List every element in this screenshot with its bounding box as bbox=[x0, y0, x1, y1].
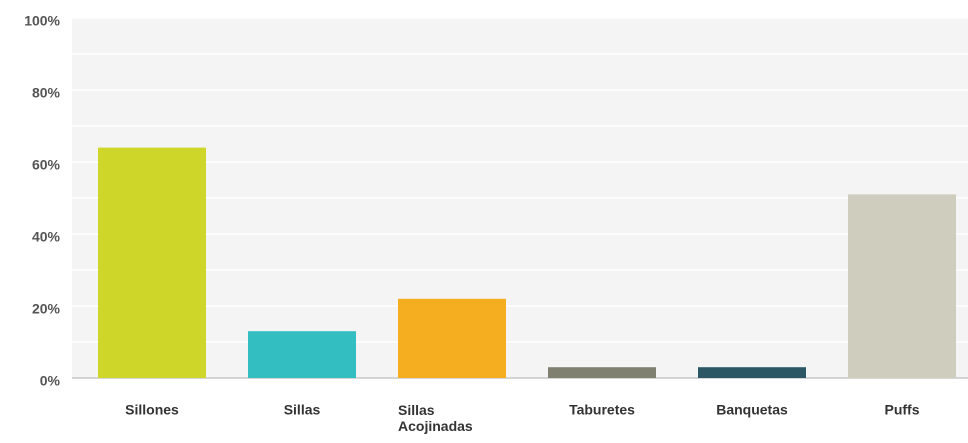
y-tick-label: 0% bbox=[40, 373, 61, 389]
y-tick-label: 20% bbox=[32, 301, 61, 317]
y-tick-label: 80% bbox=[32, 85, 61, 101]
y-tick-label: 40% bbox=[32, 229, 61, 245]
y-tick-label: 100% bbox=[24, 13, 60, 29]
bar bbox=[398, 298, 506, 378]
x-tick-label: Taburetes bbox=[569, 402, 635, 418]
x-tick-label: Puffs bbox=[885, 402, 920, 418]
bar bbox=[98, 147, 206, 378]
x-tick-label: Sillas bbox=[284, 402, 321, 418]
x-tick-label: Sillas Acojinadas bbox=[398, 402, 473, 434]
x-tick-label: Sillones bbox=[125, 402, 179, 418]
bar bbox=[248, 331, 356, 378]
bar bbox=[698, 367, 806, 378]
y-tick-label: 60% bbox=[32, 157, 61, 173]
bar bbox=[548, 367, 656, 378]
bar bbox=[848, 194, 956, 378]
x-tick-label: Banquetas bbox=[716, 402, 788, 418]
